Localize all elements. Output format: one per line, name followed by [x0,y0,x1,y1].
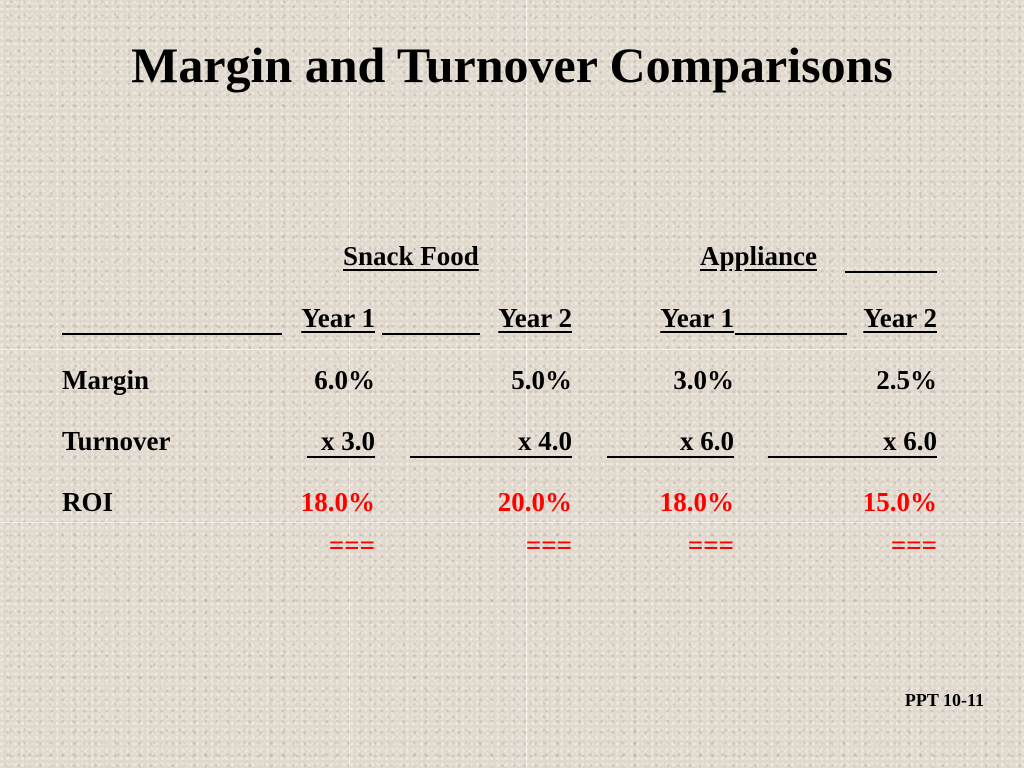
table-cell: x 6.0 [883,426,937,456]
slide-number: PPT 10-11 [904,690,984,710]
background-seam [349,0,350,768]
table-cell: 2.5% [876,365,937,395]
col-rule-snack-year2 [382,333,480,335]
background-seam [526,0,527,768]
table-cell: 3.0% [673,365,734,395]
sum-rule [307,456,375,458]
table-cell: x 3.0 [321,426,375,456]
sum-rule [410,456,572,458]
total-marker: === [328,530,375,560]
col-header-snack-year1: Year 1 [301,303,375,333]
row-label-roi: ROI [62,487,114,517]
roi-value: 18.0% [659,487,734,517]
table-cell: x 6.0 [680,426,734,456]
appliance-header-rule [845,271,937,273]
roi-value: 20.0% [497,487,572,517]
table-cell: 6.0% [314,365,375,395]
label-column-rule [62,333,282,335]
col-header-snack-year2: Year 2 [498,303,572,333]
total-marker: === [525,530,572,560]
group-header-appliance: Appliance [700,241,818,271]
table-cell: 5.0% [511,365,572,395]
col-rule-appliance-year2 [735,333,847,335]
roi-value: 15.0% [862,487,937,517]
row-label-margin: Margin [62,365,149,395]
total-marker: === [890,530,937,560]
table-cell: x 4.0 [518,426,572,456]
background-seam [0,522,1024,523]
total-marker: === [687,530,734,560]
group-header-snack-food: Snack Food [343,241,479,271]
background-seam [0,349,1024,350]
col-header-appliance-year1: Year 1 [660,303,734,333]
slide-title: Margin and Turnover Comparisons [131,37,893,93]
sum-rule [607,456,734,458]
row-label-turnover: Turnover [62,426,171,456]
sum-rule [768,456,937,458]
col-header-appliance-year2: Year 2 [863,303,937,333]
roi-value: 18.0% [300,487,375,517]
